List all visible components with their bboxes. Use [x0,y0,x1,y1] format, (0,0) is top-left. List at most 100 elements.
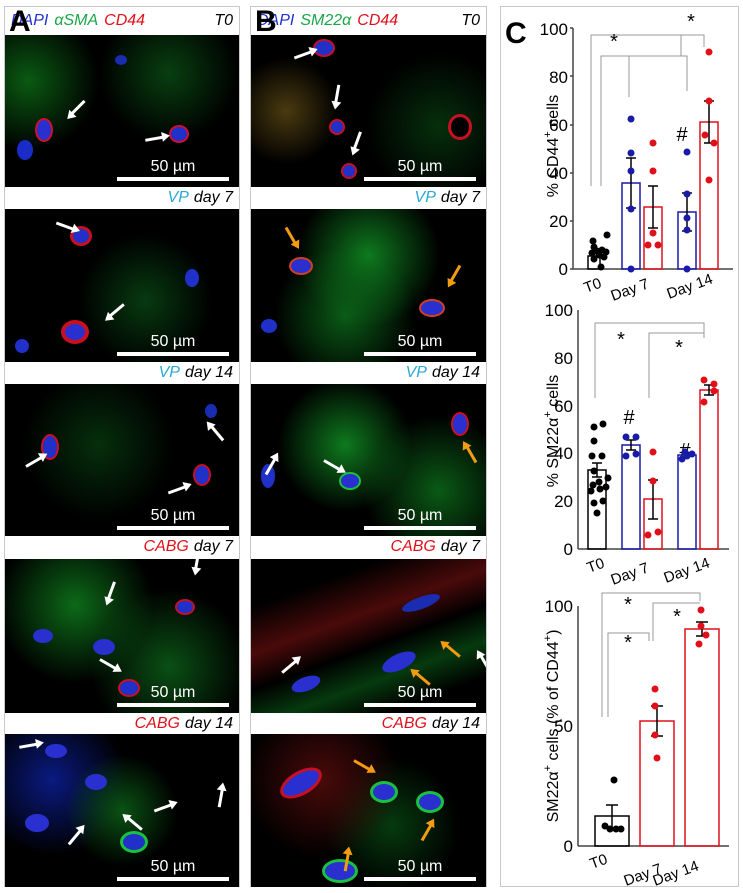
panel-b-letter: B [255,5,277,38]
panel-b: B DAPI SM22α CD44 T0 50 µm VP day 7 50 µm… [250,5,487,887]
panel-a-letter: A [9,5,31,38]
arrow-icon [124,814,143,831]
arrow-icon [67,826,85,846]
arrow-icon [19,742,42,749]
arrow-icon [284,226,299,248]
panel-c-charts: C % CD44+ cells 0 20 40 60 80 100 * * [505,11,733,890]
scale-bar: 50 µm [364,684,476,707]
significance-star: * [687,11,695,33]
scale-bar: 50 µm [117,858,229,881]
arrow-icon [207,422,225,442]
stain-dapi: DAPI [11,12,49,29]
row-label-cabg-day14: CABG day 14 [134,715,233,732]
panel-a-header: A DAPI αSMA CD44 T0 [5,5,239,38]
arrow-icon [193,559,201,573]
stain-cd44: CD44 [104,12,146,29]
svg-text:100: 100 [540,20,568,39]
scale-bar: 50 µm [117,684,229,707]
x-tick-t0: T0 [582,275,604,297]
significance-bracket [590,34,705,186]
scale-bar: 50 µm [117,158,229,181]
stain-asma: αSMA [54,12,99,29]
svg-text:20: 20 [549,212,568,231]
x-tick-day14: Day 14 [662,555,712,587]
svg-text:100: 100 [545,301,573,320]
svg-text:40: 40 [554,444,573,463]
micrograph-a-cabg-day7: 50 µm [5,559,239,713]
arrow-icon [351,131,362,154]
arrow-icon [463,442,478,464]
svg-text:0: 0 [559,260,568,279]
x-tick-t0: T0 [588,851,610,873]
scale-bar: 50 µm [117,333,229,356]
row-label-vp-day14: VP day 14 [405,364,480,381]
arrow-icon [167,484,190,495]
chart-sm22a-of-cd44: SM22α+ cells (% of CD44+) 0 50 100 * * * [542,592,729,890]
arrow-icon [442,641,461,658]
timepoint-label: T0 [214,12,233,29]
x-tick-t0: T0 [585,555,607,577]
significance-star: * [624,632,632,654]
significance-bracket [601,592,701,717]
micrograph-a-vp-day7: 50 µm [5,209,239,362]
hash-marker: # [676,124,688,146]
y-axis-label: SM22α+ cells (% of CD44+) [542,630,562,823]
significance-star: * [624,594,632,616]
y-axis-label: % SM22α+ cells [542,375,562,488]
arrow-icon [217,785,225,808]
micrograph-b-vp-day7: 50 µm [251,209,486,362]
svg-text:100: 100 [545,597,573,616]
micrograph-a-cabg-day14: 50 µm [5,734,239,887]
timepoint-label: T0 [461,12,480,29]
arrow-icon [447,264,462,286]
significance-bracket [594,322,705,398]
significance-star: * [673,606,681,628]
svg-text:0: 0 [564,540,573,559]
arrow-icon [145,135,168,142]
x-tick-day14: Day 14 [665,271,715,303]
svg-text:80: 80 [554,349,573,368]
micrograph-b-t0: 50 µm [251,35,486,187]
micrograph-b-cabg-day14: 50 µm [251,734,486,887]
row-label-cabg-day14: CABG day 14 [381,715,480,732]
arrow-icon [323,459,344,473]
row-label-vp-day7: VP day 7 [167,189,233,206]
arrow-icon [106,303,125,320]
significance-star: * [675,337,683,359]
row-label-cabg-day7: CABG day 7 [143,538,233,555]
row-label-vp-day7: VP day 7 [414,189,480,206]
arrow-icon [477,651,486,673]
svg-text:40: 40 [549,164,568,183]
arrow-icon [281,657,300,674]
row-label-cabg-day7: CABG day 7 [390,538,480,555]
significance-star: * [610,31,618,53]
svg-text:20: 20 [554,492,573,511]
stain-sm22a: SM22α [300,12,352,29]
significance-star: * [617,329,625,351]
micrograph-a-t0: 50 µm [5,35,239,187]
arrow-icon [25,454,46,468]
arrow-icon [333,84,341,107]
scale-bar: 50 µm [364,333,476,356]
svg-text:50: 50 [554,717,573,736]
micrograph-b-cabg-day7: 50 µm [251,559,486,713]
stain-dapi: DAPI [257,12,295,29]
panel-c: C % CD44+ cells 0 20 40 60 80 100 * * [500,6,739,890]
arrow-icon [55,221,78,232]
row-label-vp-day14: VP day 14 [158,364,233,381]
svg-text:60: 60 [549,116,568,135]
y-axis-label: % CD44+ cells [542,95,562,197]
arrow-icon [99,658,120,672]
arrow-icon [420,820,435,842]
arrow-icon [293,49,316,60]
scale-bar: 50 µm [364,158,476,181]
arrow-icon [153,802,176,813]
arrow-icon [105,581,116,604]
scale-bar: 50 µm [364,507,476,530]
micrograph-a-vp-day14: 50 µm [5,384,239,536]
arrow-icon [67,99,86,118]
panel-a: A DAPI αSMA CD44 T0 50 µm VP day 7 50 µm … [4,5,240,887]
svg-text:60: 60 [554,397,573,416]
svg-text:80: 80 [549,68,568,87]
